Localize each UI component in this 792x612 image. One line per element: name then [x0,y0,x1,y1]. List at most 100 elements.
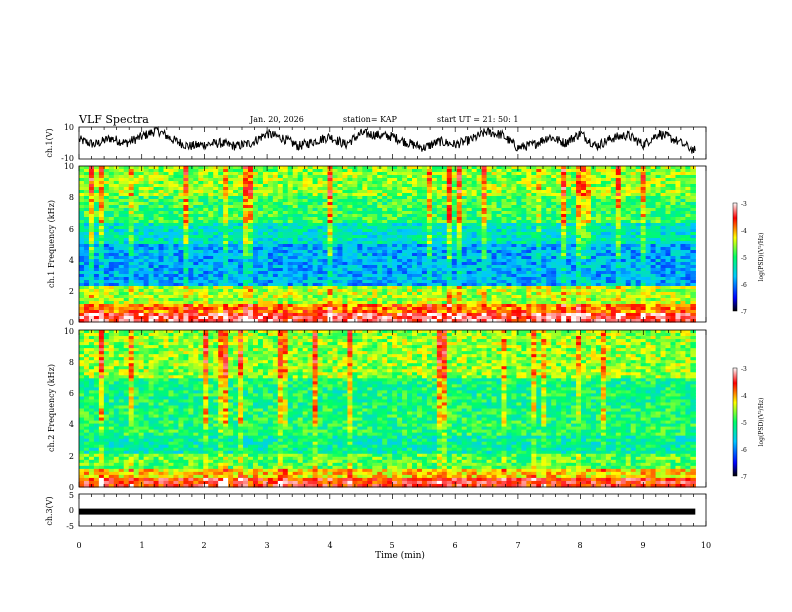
spec1-cell [367,175,373,179]
spec1-cell [342,175,349,179]
spec1-cell [277,205,284,209]
spec1-cell [486,172,493,176]
spec1-cell [118,244,125,248]
spec1-cell [476,172,483,176]
spec1-cell [392,202,398,206]
spec1-cell [362,223,368,227]
spec1-cell [645,190,652,194]
spec1-cell [471,190,478,194]
spec1-cell [566,238,572,242]
spec1-cell [635,187,642,191]
spec1-cell [188,181,194,185]
spec1-cell [103,193,110,197]
spec1-cell [536,217,542,221]
spec1-cell [342,205,349,209]
spec1-cell [551,214,557,218]
spec1-cell [521,235,527,239]
spec1-cell [238,238,244,242]
spec1-cell [620,178,627,182]
spec1-cell [352,208,358,212]
spec1-cell [362,217,368,221]
spec1-cell [496,238,503,242]
spec1-cell [203,220,209,224]
spec1-cell [600,184,607,188]
spec1-cell [332,208,339,212]
spec1-cell [486,241,493,245]
spec1-cell [387,226,393,230]
spec1-cell [88,223,95,227]
spec1-cell [576,217,582,221]
spec1-cell [158,229,165,233]
spec1-cell [412,184,418,188]
spec1-cell [148,169,155,173]
spec1-cell [421,226,428,230]
spec1-cell [243,214,249,218]
ch1-ytick-bottom: -10 [61,154,74,163]
spec1-cell [113,214,120,218]
spec1-cell [98,220,105,224]
spec1-cell [486,202,493,206]
spec1-cell [267,190,274,194]
spec1-cell [203,184,209,188]
spec1-cell [128,187,135,191]
spec1-cell [645,214,652,218]
spec1-cell [476,232,483,236]
spec1-cell [466,187,473,191]
spec1-cell [660,235,667,239]
spec1-cell [655,232,662,236]
spec1-cell [272,187,279,191]
spec1-cell [665,202,672,206]
spec1-cell [600,187,607,191]
spec1-cell [158,238,165,242]
spec1-cell [446,175,453,179]
spec1-cell [88,172,95,176]
spec1-cell [143,214,150,218]
spec1-cell [272,211,279,215]
spec1-cell [645,241,652,245]
spec1-cell [292,229,299,233]
spec1-cell [556,184,562,188]
spec1-cell [546,214,552,218]
spec1-cell [307,166,314,170]
spec1-cell [675,172,682,176]
spec1-cell [402,205,408,209]
spec1-cell [546,223,552,227]
spec1-cell [581,205,587,209]
spec1-cell [501,241,508,245]
spec1-cell [272,238,279,242]
spec1-cell [685,181,691,185]
spec1-cell [506,241,513,245]
spec1-cell [198,214,204,218]
spec1-cell [173,244,180,248]
spec1-cell [571,238,577,242]
spec1-cell [566,214,572,218]
spec1-cell [531,175,537,179]
spec1-cell [287,175,294,179]
spec1-cell [461,199,468,203]
spec1-cell [337,187,344,191]
spec1-cell [83,217,90,221]
spec1-cell [506,187,513,191]
spec1-cell [262,220,269,224]
spec1-cell [645,184,652,188]
spec1-cell [118,238,125,242]
spec1-cell [252,211,259,215]
spec1-cell [88,202,95,206]
spec1-cell [168,187,175,191]
spec1-cell [680,232,686,236]
spec1-cell [93,175,100,179]
spec1-cell [531,196,537,200]
spec1-cell [357,187,363,191]
spec1-cell [118,235,125,239]
spec1-cell [143,196,150,200]
spec1-cell [471,187,478,191]
spec1-cell [456,211,463,215]
spec1-cell [576,175,582,179]
spec1-cell [218,235,224,239]
spec1-cell [243,241,249,245]
spec1-cell [183,214,189,218]
spec1-cell [451,208,458,212]
spec1-cell [248,217,254,221]
spec1-cell [441,184,448,188]
spec1-cell [521,175,527,179]
